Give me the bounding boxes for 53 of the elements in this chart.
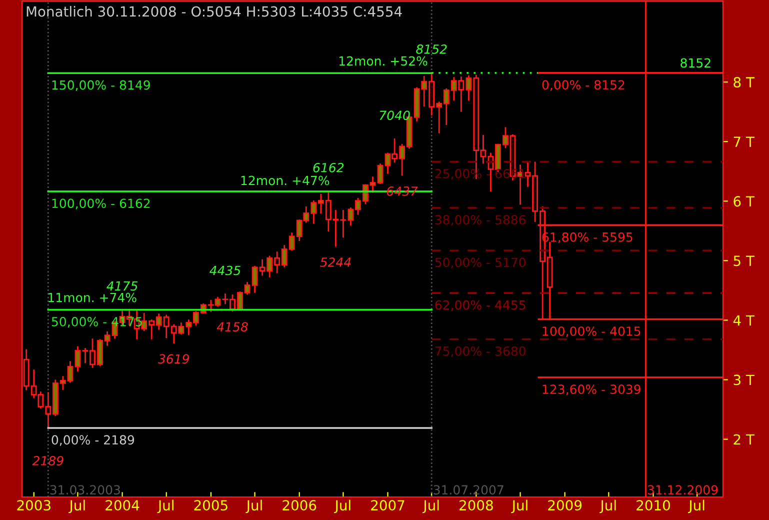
y-tick-label: 7 T <box>734 136 754 147</box>
annotation: 4158 <box>216 322 248 332</box>
x-tick-label: 2008 <box>460 500 493 511</box>
x-tick-label: Jul <box>688 500 704 514</box>
annotation: 4175 <box>106 281 138 291</box>
series-label: 38,00% - 5886 <box>435 215 526 226</box>
series-label: 0,00% - 8152 <box>542 80 624 91</box>
ref-line-label: 31.12.2009 <box>648 485 718 495</box>
annotation: 4435 <box>210 266 240 276</box>
annotation: 2189 <box>32 456 64 466</box>
y-tick-label: 5 T <box>734 256 754 266</box>
x-tick-label: Jul <box>511 500 528 514</box>
series-label: 0,00% - 2189 <box>52 435 134 446</box>
x-tick-label: 2010 <box>636 500 670 511</box>
x-tick-label: Jul <box>334 500 350 514</box>
candlestick <box>74 346 81 372</box>
x-tick-label: 2006 <box>282 500 316 511</box>
series-label: 75,00% - 3680 <box>435 346 526 358</box>
series-label: 150,00% - 8149 <box>52 80 150 92</box>
annotation: 12mon. +52% <box>339 56 428 66</box>
annotation: 3619 <box>158 354 190 364</box>
series-label: 100,00% - 6162 <box>52 198 150 210</box>
ref-line-label: 31.07.2007 <box>434 485 504 495</box>
x-tick-label: Jul <box>600 500 616 514</box>
x-tick-label: Jul <box>422 500 439 514</box>
series-label: 50,00% - 5170 <box>435 258 526 268</box>
series-label: 123,60% - 3039 <box>542 384 640 396</box>
annotation: 7040 <box>380 110 410 120</box>
y-tick-label: 3 T <box>734 374 754 386</box>
y-tick-label: 4 T <box>733 315 754 326</box>
x-tick-label: 2004 <box>106 500 140 511</box>
annotation: 6162 <box>313 162 344 172</box>
candlestick <box>252 266 258 293</box>
annotation: 8152 <box>680 58 710 68</box>
x-tick-label: Jul <box>246 500 262 514</box>
x-tick-label: 2005 <box>194 500 228 511</box>
annotation: 12mon. +47% <box>241 176 330 186</box>
x-tick-label: 2003 <box>17 500 50 511</box>
y-tick-label: 6 T <box>734 196 754 207</box>
series-label: 62,00% - 4455 <box>435 300 526 311</box>
ref-line-label: 31.03.2003 <box>50 485 120 495</box>
y-tick-label: 8 T <box>734 76 754 88</box>
x-tick-label: Jul <box>157 500 174 514</box>
chart-title: Monatlich 30.11.2008 - O:5054 H:5303 L:4035 C:4554 <box>26 6 402 17</box>
x-tick-label: 2009 <box>548 500 582 511</box>
y-tick-label: 2 T <box>734 434 754 445</box>
candlestick <box>377 163 384 184</box>
x-tick-label: 2007 <box>371 500 404 511</box>
annotation: 5244 <box>320 257 351 267</box>
x-tick-label: Jul <box>68 500 85 514</box>
annotation: 8152 <box>416 44 447 54</box>
series-label: 100,00% - 4015 <box>542 326 640 338</box>
annotation: 11mon. +74% <box>48 292 136 302</box>
